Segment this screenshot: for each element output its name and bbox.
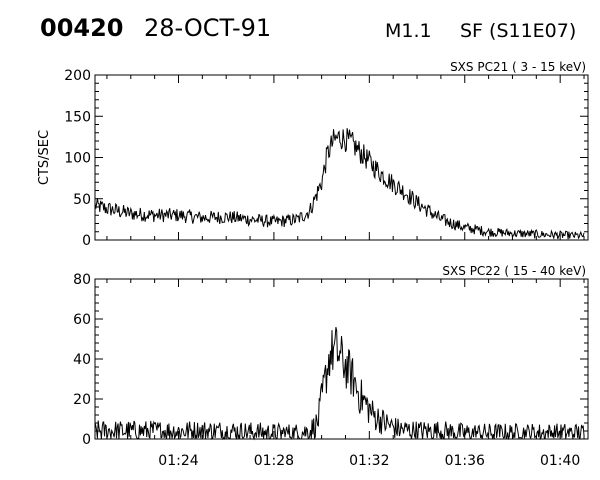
panel2-series-line bbox=[94, 326, 585, 441]
panel2-xtick-label: 01:40 bbox=[540, 453, 580, 469]
panel2-ytick-label: 60 bbox=[73, 312, 91, 328]
panel1-ytick-label: 150 bbox=[64, 109, 91, 125]
event-date: 28-OCT-91 bbox=[144, 14, 272, 42]
flare-location: SF (S11E07) bbox=[460, 20, 577, 42]
panel1-title: SXS PC21 ( 3 - 15 keV) bbox=[450, 60, 586, 74]
panel2-ytick-label: 40 bbox=[73, 352, 91, 368]
panel2-xtick-label: 01:32 bbox=[349, 453, 389, 469]
panel2-frame bbox=[94, 278, 589, 440]
event-id: 00420 bbox=[40, 14, 124, 42]
panel2-ytick-label: 80 bbox=[73, 272, 91, 288]
panel2-xtick-label: 01:36 bbox=[445, 453, 485, 469]
panel2-title: SXS PC22 ( 15 - 40 keV) bbox=[442, 264, 586, 278]
panel2-ytick-label: 0 bbox=[82, 432, 91, 448]
panel1-series-line bbox=[94, 128, 585, 240]
panel1-ytick-label: 50 bbox=[73, 192, 91, 208]
panel1-ytick-label: 0 bbox=[82, 233, 91, 249]
panel2-xtick-label: 01:28 bbox=[254, 453, 294, 469]
panel2-xtick-label: 01:24 bbox=[158, 453, 198, 469]
panel1-ytick-label: 100 bbox=[64, 151, 91, 167]
panel1-ylabel: CTS/SEC bbox=[37, 130, 52, 185]
panel2-ytick-label: 20 bbox=[73, 392, 91, 408]
panel1-ytick-label: 200 bbox=[64, 68, 91, 84]
flare-class: M1.1 bbox=[385, 20, 432, 42]
